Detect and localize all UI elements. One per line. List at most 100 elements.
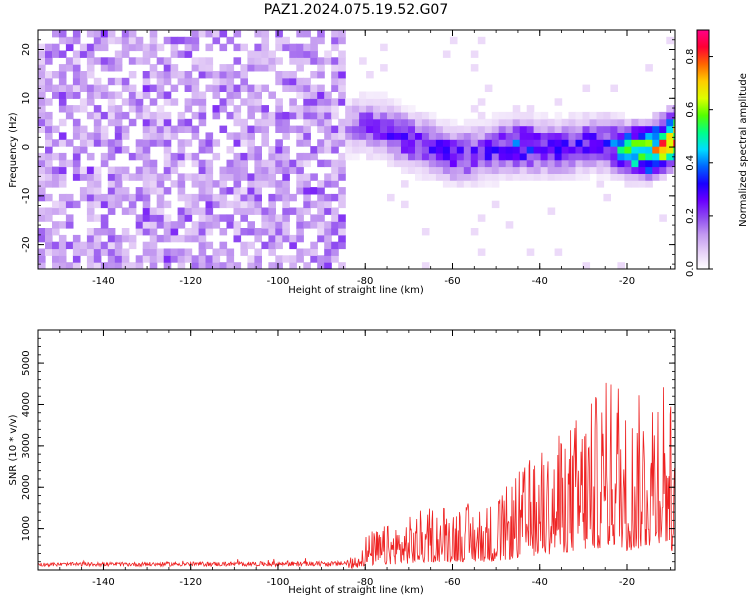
heatmap-cell (380, 111, 388, 120)
heatmap-cell (317, 91, 325, 99)
heatmap-cell (645, 118, 653, 127)
heatmap-cell (352, 125, 360, 133)
heatmap-cell (233, 173, 242, 181)
heatmap-cell (170, 30, 179, 31)
heatmap-cell (247, 187, 255, 195)
heatmap-cell (261, 132, 269, 140)
heatmap-cell (93, 228, 102, 236)
snr-xlabel: Height of straight line (km) (288, 585, 424, 596)
heatmap-cell (205, 71, 214, 79)
heatmap-cell (163, 139, 172, 147)
heatmap-cell (86, 30, 95, 31)
heatmap-cell (142, 118, 151, 127)
heatmap-cell (275, 159, 283, 168)
heatmap-cell (338, 173, 346, 181)
heatmap-cell (533, 166, 542, 174)
heatmap-cell (589, 111, 598, 120)
heatmap-cell (477, 248, 486, 256)
heatmap-cell (296, 152, 304, 161)
heatmap-cell (275, 146, 283, 154)
heatmap-cell (128, 207, 137, 215)
heatmap-cell (561, 125, 570, 133)
heatmap-cell (240, 125, 248, 133)
heatmap-cell (86, 241, 95, 250)
heatmap-cell (128, 105, 137, 113)
heatmap-cell (142, 241, 151, 250)
heatmap-cell (303, 30, 311, 31)
heatmap-cell (100, 30, 109, 38)
heatmap-cell (149, 50, 158, 58)
heatmap-cell (226, 214, 235, 222)
heatmap-cell (205, 207, 214, 215)
heatmap-cell (170, 152, 179, 161)
heatmap-cell (121, 84, 130, 92)
heatmap-cell (247, 152, 255, 161)
heatmap-cell (268, 50, 276, 58)
heatmap-cell (191, 30, 200, 38)
heatmap-cell (603, 118, 611, 127)
heatmap-cell (156, 255, 165, 263)
heatmap-cell (156, 71, 165, 79)
heatmap-cell (289, 71, 297, 79)
heatmap-cell (289, 241, 297, 250)
heatmap-cell (114, 105, 123, 113)
heatmap-cell (477, 118, 486, 127)
colorbar-tick-label: 0.4 (685, 155, 696, 171)
heatmap-cell (303, 221, 311, 229)
heatmap-cell (533, 118, 542, 127)
heatmap-cell (268, 91, 276, 99)
heatmap-cell (149, 228, 158, 236)
heatmap-cell (282, 173, 290, 181)
heatmap-cell (470, 132, 479, 140)
heatmap-cell (107, 30, 116, 38)
heatmap-cell (554, 248, 563, 256)
heatmap-cell (324, 139, 332, 147)
heatmap-cell (142, 50, 151, 58)
heatmap-cell (156, 91, 165, 99)
heatmap-cell (86, 214, 95, 222)
heatmap-cell (352, 146, 360, 154)
heatmap-cell (491, 166, 500, 174)
heatmap-cell (303, 111, 311, 120)
heatmap-cell (673, 111, 675, 120)
heatmap-cell (135, 193, 144, 202)
heatmap-cell (338, 166, 346, 174)
heatmap-cell (58, 30, 67, 38)
heatmap-cell (212, 84, 221, 92)
heatmap-cell (58, 50, 67, 58)
heatmap-cell (184, 50, 193, 58)
heatmap-cell (456, 180, 465, 188)
heatmap-cell (415, 173, 423, 181)
heatmap-cell (289, 125, 297, 133)
heatmap-cell (610, 173, 618, 181)
heatmap-cell (617, 152, 625, 161)
heatmap-cell (72, 255, 81, 263)
heatmap-cell (240, 152, 248, 161)
heatmap-cell (533, 125, 542, 133)
heatmap-cell (226, 84, 235, 92)
heatmap-cell (331, 159, 339, 168)
heatmap-cell (45, 50, 53, 58)
heatmap-cell (247, 146, 255, 154)
heatmap-cell (247, 64, 255, 72)
heatmap-cell (282, 152, 290, 161)
heatmap-cell (589, 118, 598, 127)
heatmap-cell (652, 111, 660, 120)
heatmap-cell (156, 30, 165, 31)
heatmap-cell (659, 125, 667, 133)
heatmap-cell (484, 84, 493, 92)
heatmap-cell (463, 159, 472, 168)
heatmap-cell (317, 105, 325, 113)
heatmap-cell (331, 207, 339, 215)
heatmap-cell (184, 255, 193, 263)
heatmap-cell (58, 132, 67, 140)
heatmap-cell (45, 57, 53, 65)
heatmap-cell (310, 43, 318, 52)
heatmap-cell (387, 159, 395, 168)
heatmap-cell (219, 180, 228, 188)
heatmap-cell (86, 166, 95, 174)
heatmap-cell (477, 36, 486, 45)
heatmap-cell (65, 30, 74, 31)
heatmap-cell (219, 166, 228, 174)
heatmap-cell (79, 173, 88, 181)
